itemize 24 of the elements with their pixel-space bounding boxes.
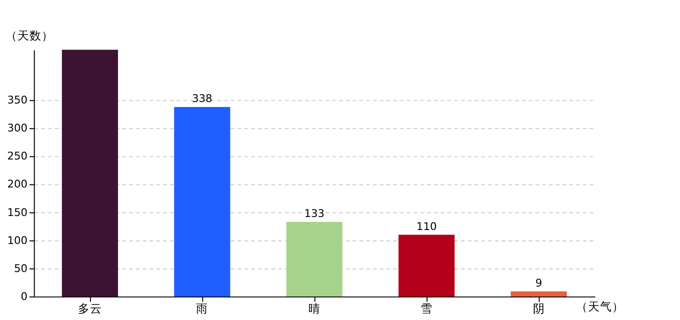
x-tick-label: 多云: [78, 301, 102, 316]
x-tick-label: 阴: [532, 301, 545, 316]
y-tick-label: 300: [7, 122, 28, 135]
x-tick-label: 晴: [308, 301, 320, 316]
y-tick-label: 350: [7, 94, 28, 107]
bar: [286, 222, 342, 296]
data-label: 338: [192, 92, 213, 106]
y-tick-label: 150: [7, 206, 28, 219]
x-tick-label: 雪: [420, 301, 433, 316]
bar: [398, 234, 455, 296]
bar: [62, 50, 118, 296]
bar: [510, 291, 567, 296]
y-axis-title: （天数）: [5, 28, 54, 43]
x-tick-label: 雨: [196, 301, 208, 316]
y-tick-label: 50: [14, 262, 28, 275]
bar: [174, 106, 230, 296]
x-axis-title: （天气）: [576, 299, 624, 314]
data-label: 110: [416, 220, 437, 233]
y-tick-label: 250: [7, 150, 28, 163]
y-tick-label: 0: [20, 290, 28, 303]
data-label: 9: [535, 276, 542, 290]
y-tick-label: 100: [7, 234, 28, 247]
y-tick-label: 200: [7, 178, 28, 191]
data-label: 133: [304, 207, 325, 220]
